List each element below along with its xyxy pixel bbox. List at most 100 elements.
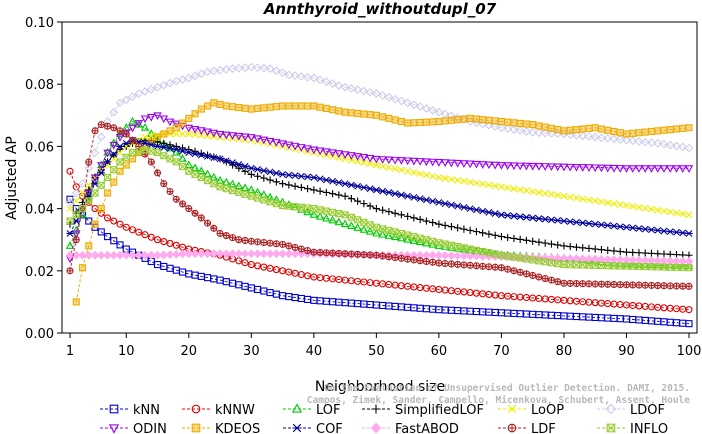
data-point — [491, 263, 499, 271]
data-point — [529, 188, 537, 195]
data-point — [453, 159, 462, 168]
data-point — [240, 63, 250, 72]
data-point — [347, 156, 355, 164]
data-point — [423, 171, 430, 179]
data-point — [578, 131, 588, 141]
data-point — [372, 205, 380, 213]
data-point — [128, 250, 137, 260]
data-point — [685, 230, 693, 237]
data-point — [97, 121, 105, 129]
data-point — [103, 233, 112, 241]
y-tick-label: 0.06 — [25, 140, 54, 155]
data-point — [635, 281, 643, 289]
data-point — [116, 158, 124, 166]
data-point — [222, 102, 230, 110]
data-point — [228, 159, 237, 166]
data-point — [310, 174, 318, 181]
data-point — [366, 202, 374, 210]
data-point — [147, 158, 155, 166]
data-point — [628, 165, 637, 173]
data-point — [404, 167, 412, 175]
data-point — [622, 223, 631, 231]
data-point — [441, 259, 449, 268]
data-point — [429, 197, 437, 205]
y-tick-label: 0.00 — [25, 327, 54, 342]
data-point — [516, 186, 524, 194]
data-point — [685, 264, 693, 272]
data-point — [591, 280, 599, 288]
data-point — [503, 124, 513, 134]
data-point — [579, 244, 587, 252]
data-point — [510, 212, 518, 220]
data-point — [328, 79, 337, 88]
data-point — [491, 231, 499, 239]
data-point — [622, 165, 631, 173]
data-point — [560, 217, 568, 225]
data-point — [159, 250, 169, 260]
data-point — [606, 423, 616, 433]
data-point — [254, 238, 262, 246]
data-point — [221, 249, 231, 259]
data-point — [547, 128, 556, 138]
data-point — [97, 181, 105, 189]
data-point — [572, 243, 581, 251]
data-point — [78, 205, 87, 213]
data-point — [284, 249, 294, 259]
data-point — [510, 119, 518, 127]
data-point — [147, 147, 155, 155]
data-point — [110, 237, 118, 245]
data-point — [360, 218, 368, 226]
data-point — [503, 162, 512, 170]
data-point — [66, 217, 74, 225]
data-point — [597, 125, 606, 133]
data-point — [429, 218, 437, 227]
data-point — [209, 172, 219, 181]
data-point — [597, 164, 606, 173]
data-point — [246, 62, 256, 72]
data-point — [435, 198, 443, 206]
data-point — [397, 191, 405, 199]
data-point — [441, 221, 449, 229]
data-point — [622, 248, 631, 256]
data-point — [166, 141, 174, 149]
data-point — [597, 246, 606, 254]
data-point — [285, 102, 293, 110]
data-point — [210, 224, 218, 232]
data-point — [329, 208, 337, 216]
data-point — [91, 127, 99, 135]
data-point — [315, 211, 325, 220]
data-point — [435, 239, 443, 247]
data-point — [597, 221, 606, 229]
data-point — [372, 186, 380, 194]
data-point — [672, 282, 681, 290]
legend-item-lof: LOF — [283, 403, 341, 418]
data-point — [178, 75, 187, 84]
data-point — [241, 167, 249, 175]
data-point — [97, 162, 106, 170]
data-point — [603, 164, 612, 173]
data-point — [679, 282, 687, 290]
data-point — [610, 247, 618, 255]
data-point — [278, 180, 287, 188]
data-point — [121, 250, 131, 260]
data-point — [429, 237, 437, 245]
data-point — [429, 258, 437, 266]
series-inflo — [66, 145, 693, 272]
data-point — [97, 209, 105, 217]
legend-item-loop: LoOP — [498, 403, 564, 418]
data-point — [591, 124, 599, 132]
data-point — [572, 126, 581, 134]
data-point — [197, 166, 206, 175]
data-point — [623, 202, 630, 209]
data-point — [165, 118, 175, 127]
x-tick-label: 1 — [66, 344, 74, 359]
data-point — [554, 278, 562, 286]
data-point — [278, 68, 287, 78]
data-point — [178, 163, 187, 171]
data-point — [404, 192, 412, 200]
data-point — [354, 250, 362, 258]
data-point — [641, 225, 649, 233]
data-point — [435, 117, 443, 126]
data-point — [616, 201, 624, 208]
data-point — [78, 264, 87, 272]
